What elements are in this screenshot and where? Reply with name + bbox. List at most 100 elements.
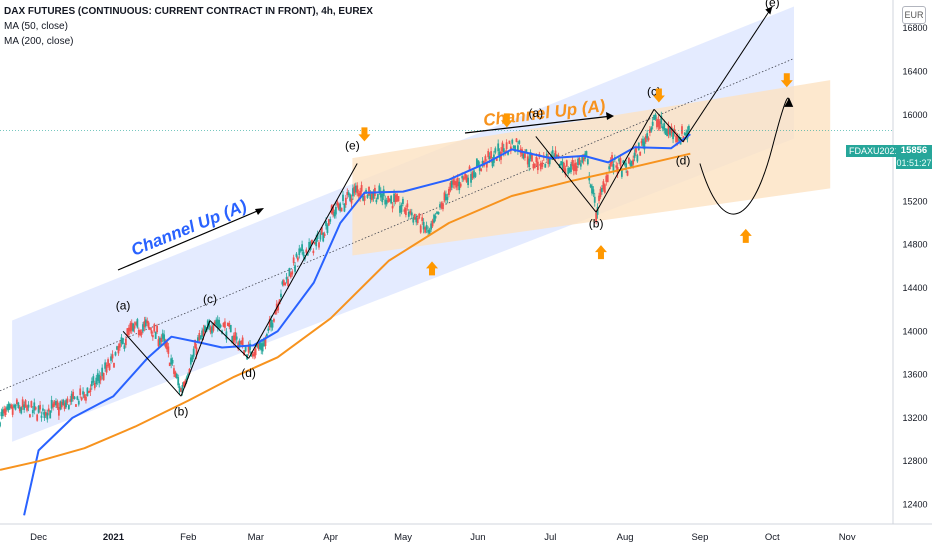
candle-body: [260, 343, 263, 351]
candle-body: [72, 391, 75, 399]
candle-body: [366, 194, 369, 198]
candle-body: [632, 159, 635, 165]
candle-body: [89, 388, 92, 392]
candle-body: [173, 368, 175, 374]
candle-body: [247, 344, 250, 353]
candle-body: [37, 406, 40, 413]
candle-body: [687, 125, 690, 131]
candle-body: [273, 319, 275, 322]
candle-body: [140, 332, 143, 335]
candle-body: [261, 343, 264, 352]
candle-body: [623, 162, 626, 165]
candle-body: [505, 142, 508, 149]
orange-arrow-up: [426, 261, 439, 276]
candle-body: [342, 194, 344, 202]
candle-body: [149, 327, 151, 330]
candle-body: [229, 324, 232, 333]
orange-arrow-down: [652, 88, 665, 103]
wave-line: [248, 163, 358, 359]
candle-body: [354, 185, 357, 193]
candle-body: [526, 156, 529, 165]
candle-body: [372, 192, 375, 199]
candle-body: [360, 185, 363, 192]
ma200-label[interactable]: MA (200, close): [4, 36, 74, 47]
candle-body: [14, 404, 17, 410]
candle-body: [337, 203, 340, 210]
candle-body: [644, 135, 647, 143]
wave-label: (c): [203, 292, 217, 306]
candle-body: [244, 346, 247, 352]
candle-body: [326, 225, 329, 233]
candle-body: [514, 145, 516, 152]
candle-body: [412, 217, 415, 223]
candle-body: [309, 242, 312, 250]
candle-body: [553, 154, 556, 159]
candle-body: [39, 404, 41, 410]
candle-body: [602, 181, 605, 190]
candle-body: [622, 160, 625, 163]
price-tick-label: 16400: [902, 66, 927, 76]
candle-body: [557, 154, 560, 158]
candle-body: [164, 340, 167, 348]
candle-body: [609, 159, 612, 167]
candle-body: [685, 133, 688, 137]
candle-body: [212, 324, 215, 331]
candle-body: [26, 406, 28, 411]
candle-body: [202, 329, 205, 336]
candle-body: [294, 265, 296, 272]
candle-body: [619, 158, 622, 166]
candle-body: [192, 348, 195, 357]
candle-body: [75, 404, 77, 407]
candle-body: [235, 336, 238, 340]
candle-body: [63, 402, 66, 410]
candle-body: [474, 173, 477, 177]
candle-body: [368, 186, 370, 196]
candle-body: [258, 341, 261, 349]
candle-body: [30, 401, 33, 408]
candle-body: [601, 187, 603, 193]
candle-body: [209, 327, 212, 333]
currency-button[interactable]: EUR: [902, 6, 926, 24]
candle-body: [315, 238, 318, 247]
candle-body: [299, 248, 302, 252]
candle-body: [458, 181, 461, 191]
candle-body: [243, 350, 246, 356]
candle-body: [657, 119, 660, 127]
candle-body: [456, 178, 459, 187]
candle-body: [10, 404, 13, 408]
candle-body: [437, 211, 440, 215]
candle-body: [676, 136, 679, 142]
candle-body: [42, 408, 44, 411]
ma50-label[interactable]: MA (50, close): [4, 21, 68, 32]
candle-body: [79, 388, 82, 396]
candle-body: [43, 412, 46, 419]
candle-body: [424, 227, 427, 233]
candle-body: [191, 355, 194, 362]
candle-body: [673, 129, 676, 133]
candle-body: [133, 325, 136, 329]
time-tick-label: Sep: [691, 532, 708, 543]
candle-body: [654, 114, 657, 120]
chart-legend: DAX FUTURES (CONTINUOUS: CURRENT CONTRAC…: [4, 4, 373, 49]
candle-body: [46, 412, 49, 420]
wave-line: [122, 330, 182, 397]
candle-body: [581, 155, 584, 163]
candle-body: [663, 123, 666, 131]
candle-body: [143, 321, 146, 328]
candle-body: [400, 204, 403, 213]
candle-body: [302, 251, 305, 257]
price-tick-label: 13200: [902, 413, 927, 423]
orange-arrow-up: [739, 228, 752, 243]
candle-body: [376, 193, 379, 200]
price-tag-value: 15856: [896, 145, 932, 157]
candle-body: [104, 362, 107, 369]
candle-body: [21, 399, 24, 408]
candle-body: [77, 400, 80, 405]
candle-body: [144, 319, 147, 327]
candle-body: [69, 399, 72, 402]
candle-body: [49, 410, 52, 419]
time-tick-label: 2021: [103, 532, 125, 543]
candle-body: [440, 202, 443, 209]
candle-body: [487, 150, 490, 158]
